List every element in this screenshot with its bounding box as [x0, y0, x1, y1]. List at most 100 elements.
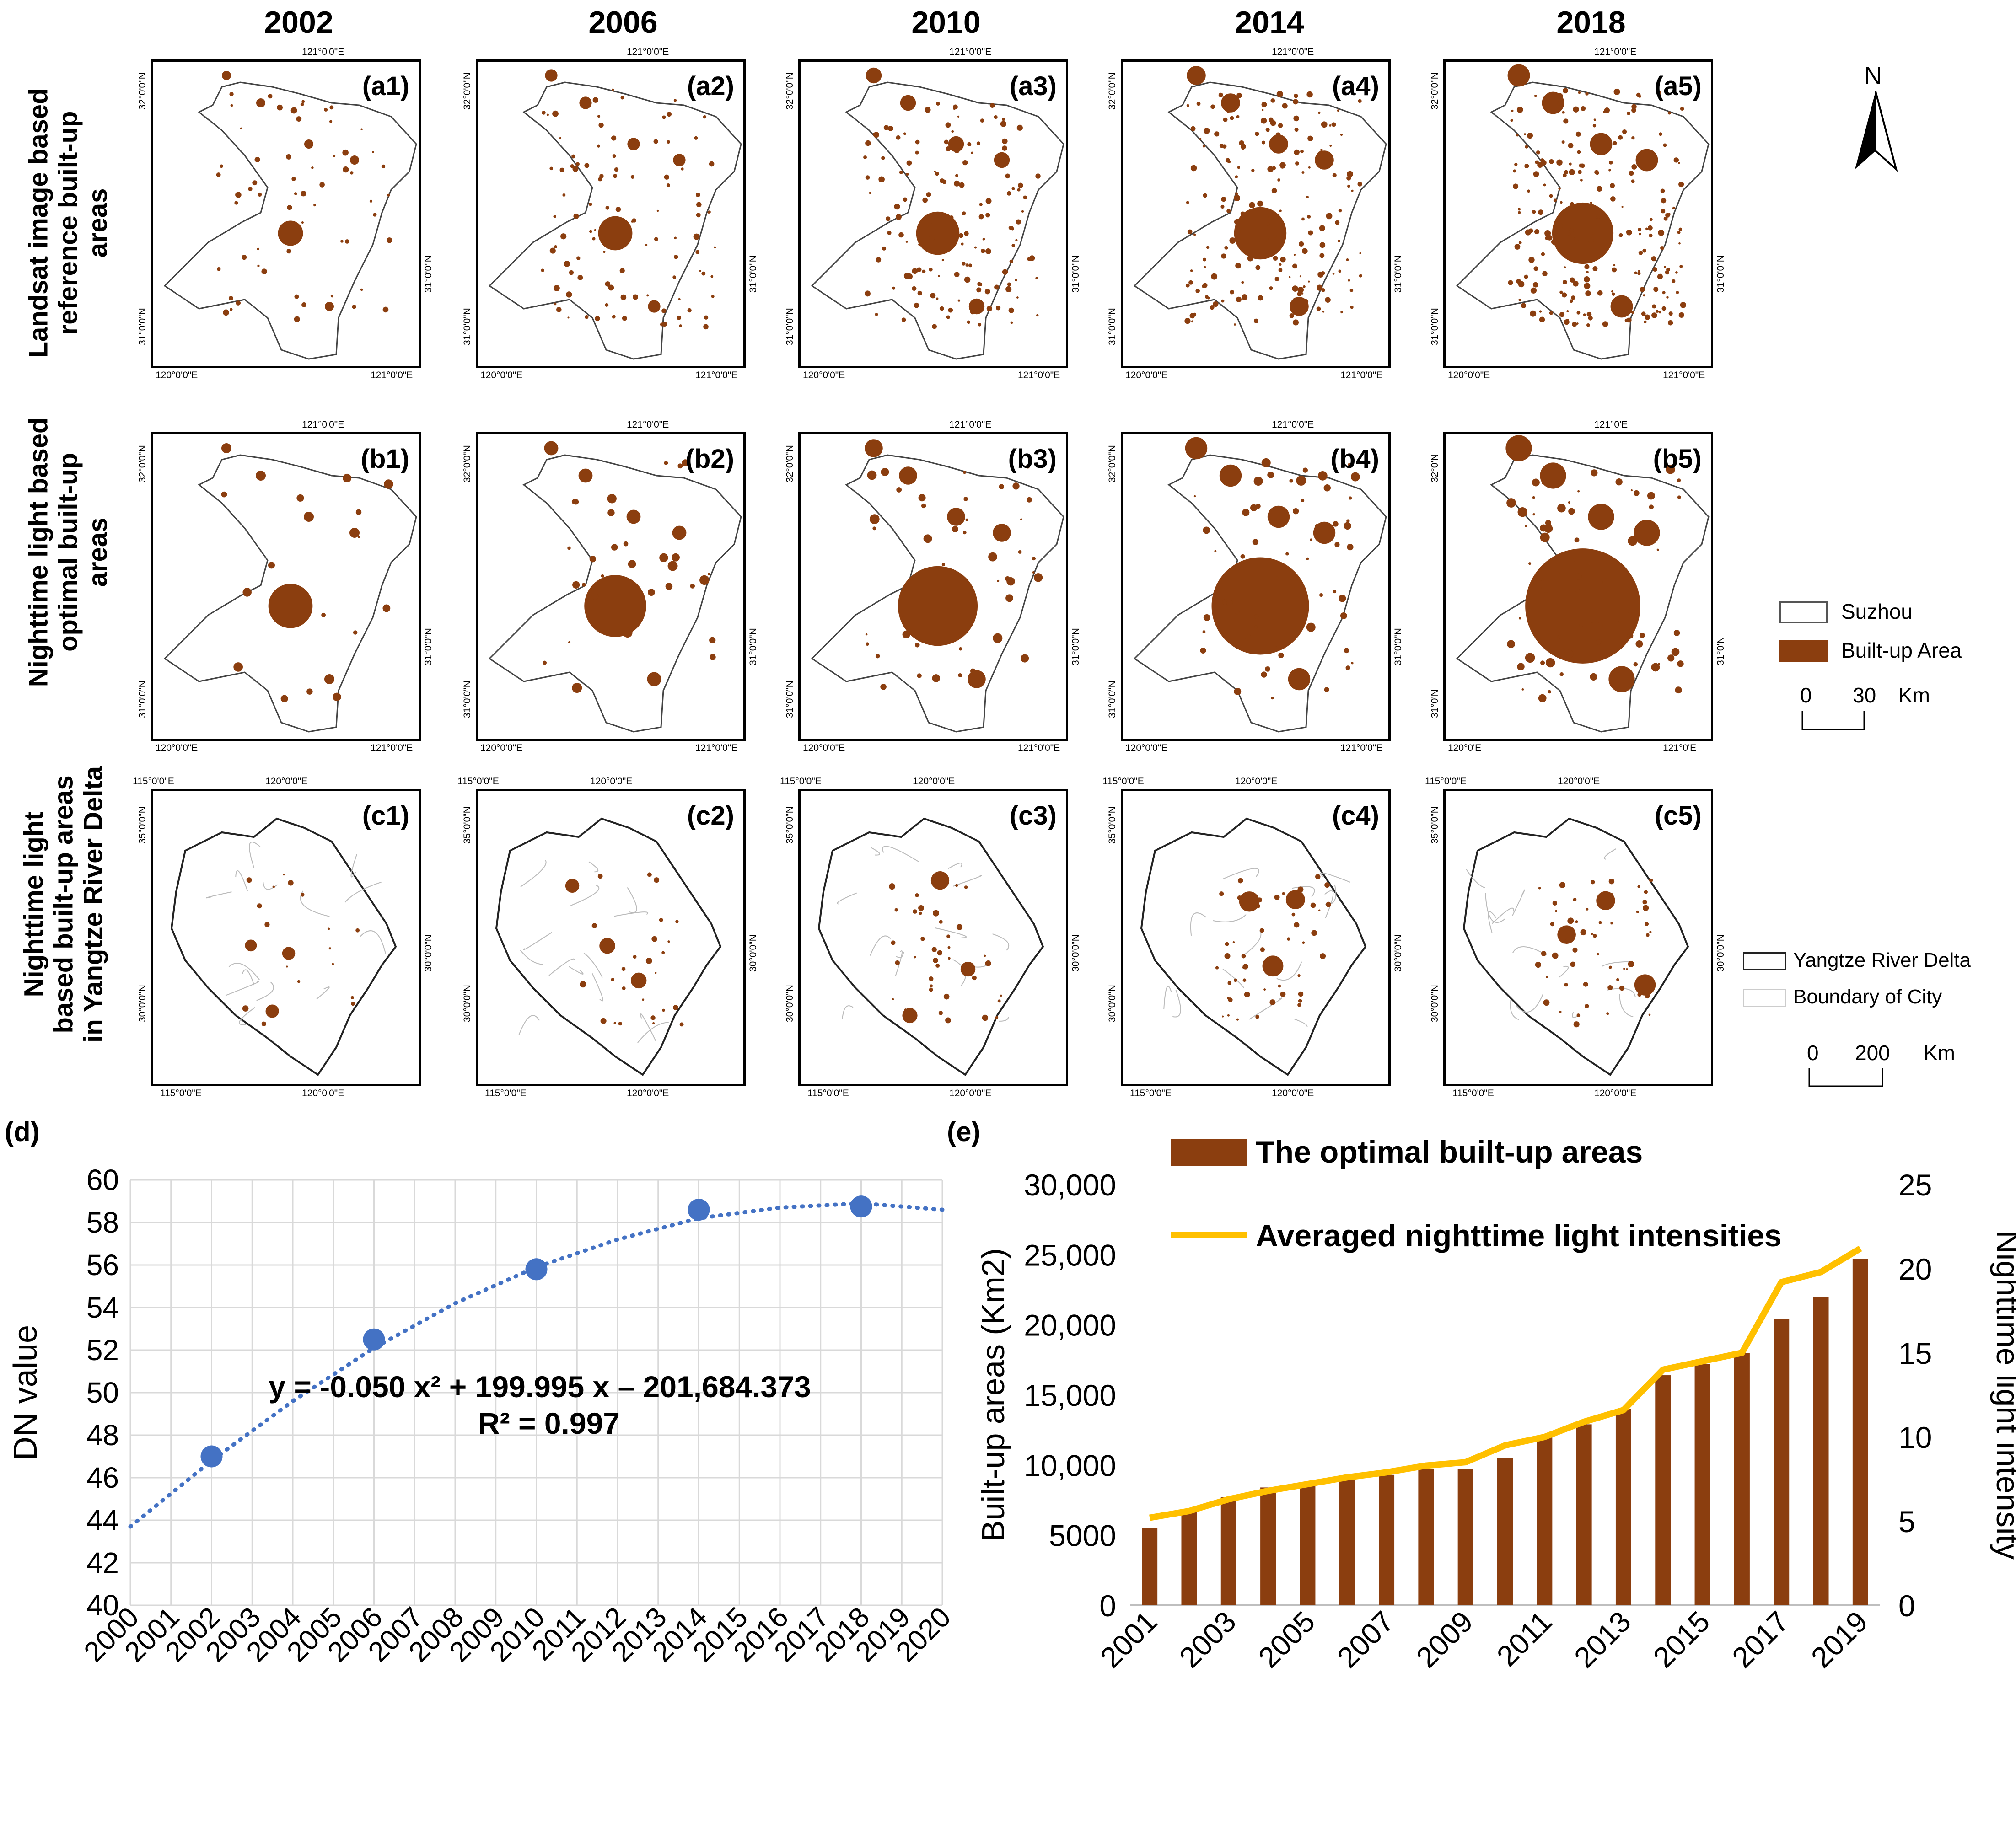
builtup-patch	[957, 115, 960, 118]
builtup-patch	[552, 110, 559, 117]
tick-right-lat: 31°0'N	[1715, 637, 1726, 665]
builtup-patch	[1273, 256, 1278, 261]
builtup-patch	[1224, 953, 1231, 959]
builtup-patch	[1205, 295, 1209, 299]
builtup-patch	[673, 99, 677, 102]
builtup-patch	[598, 122, 604, 128]
builtup-patch	[246, 877, 252, 883]
builtup-patch	[1296, 476, 1306, 486]
builtup-patch	[1268, 214, 1274, 220]
builtup-patch	[592, 237, 596, 241]
builtup-patch	[1339, 595, 1346, 602]
builtup-patch	[1265, 128, 1270, 132]
builtup-patch	[1521, 688, 1524, 691]
legend-yrd: Yangtze River Delta Boundary of City 0 2…	[1743, 947, 2016, 1102]
builtup-patch	[216, 267, 221, 271]
builtup-patch	[1200, 648, 1206, 654]
builtup-patch	[1255, 131, 1259, 136]
builtup-patch	[1547, 235, 1553, 241]
builtup-patch	[1323, 484, 1331, 492]
builtup-patch	[1507, 640, 1515, 649]
builtup-patch	[1234, 102, 1236, 105]
panel-label-b1: (b1)	[360, 444, 409, 474]
builtup-patch	[1306, 91, 1313, 98]
x-tick-label: 2019	[1805, 1605, 1874, 1674]
builtup-patch	[650, 1015, 656, 1020]
builtup-patch	[1319, 242, 1326, 248]
y2-tick-label: 5	[1898, 1505, 1915, 1539]
builtup-patch	[1203, 614, 1210, 621]
row-label-b-line1: Nighttime light based	[23, 417, 54, 687]
builtup-patch	[1540, 158, 1544, 162]
builtup-patch	[880, 684, 887, 690]
city-boundary	[837, 892, 857, 905]
builtup-patch	[599, 174, 604, 178]
builtup-patch	[984, 289, 990, 295]
builtup-patch	[1559, 312, 1565, 317]
tick-top-lon-left: 115°0'0"E	[1102, 776, 1144, 787]
city-boundary	[591, 973, 603, 1002]
builtup-patch	[701, 271, 706, 276]
builtup-patch	[1673, 630, 1680, 636]
builtup-patch	[906, 172, 909, 176]
builtup-patch	[1634, 624, 1636, 626]
builtup-patch	[1253, 318, 1259, 323]
panel-label-a5: (a5)	[1654, 71, 1702, 101]
city-boundary	[992, 933, 1010, 951]
builtup-patch	[332, 963, 334, 965]
builtup-patch	[1269, 134, 1288, 154]
builtup-patch	[1583, 313, 1586, 316]
builtup-patch	[1316, 306, 1321, 311]
builtup-patch	[947, 946, 951, 949]
builtup-patch	[938, 1011, 943, 1015]
builtup-patch	[1318, 111, 1321, 114]
row-label-c-line3: in Yangtze River Delta	[78, 766, 108, 1043]
builtup-patch	[301, 100, 305, 103]
builtup-patch	[1516, 107, 1523, 113]
builtup-patch	[559, 137, 562, 139]
builtup-patch	[1275, 132, 1281, 138]
builtup-patch	[1310, 538, 1312, 541]
tick-bottom-lon-left: 115°0'0"E	[1130, 1088, 1172, 1099]
builtup-patch	[932, 910, 939, 917]
builtup-patch	[294, 192, 297, 195]
builtup-patch	[1619, 985, 1625, 991]
tick-left-lat-top: 32°0'0"N	[1430, 72, 1440, 110]
builtup-patch	[940, 178, 945, 183]
builtup-patch	[962, 211, 966, 216]
builtup-patch	[1596, 639, 1602, 645]
builtup-patch	[1633, 490, 1640, 496]
builtup-patch	[926, 225, 929, 228]
builtup-patch	[865, 140, 871, 146]
builtup-patch	[1540, 532, 1550, 542]
bar	[1497, 1458, 1513, 1605]
builtup-patch	[369, 199, 373, 203]
legend-suzhou-scale-0: 0	[1800, 683, 1812, 707]
builtup-patch	[988, 552, 997, 562]
builtup-patch	[1623, 968, 1625, 970]
builtup-patch	[1285, 890, 1305, 910]
builtup-patch	[554, 245, 558, 248]
builtup-patch	[1319, 253, 1325, 258]
builtup-patch	[1642, 900, 1647, 905]
builtup-patch	[647, 872, 652, 877]
city-boundary	[1604, 848, 1617, 860]
builtup-patch	[1537, 162, 1543, 168]
builtup-patch	[1350, 472, 1360, 482]
builtup-patch	[653, 139, 658, 144]
builtup-patch	[345, 239, 349, 244]
builtup-patch	[945, 1017, 951, 1024]
builtup-patch	[1524, 164, 1529, 169]
builtup-patch	[935, 297, 939, 300]
row-label-a-line1: Landsat image based	[23, 88, 54, 358]
builtup-patch	[1011, 187, 1015, 190]
builtup-patch	[1631, 311, 1634, 314]
builtup-patch	[1518, 298, 1521, 301]
panel-label-c3: (c3)	[1009, 801, 1057, 831]
builtup-patch	[1528, 257, 1535, 263]
builtup-patch	[1288, 668, 1311, 691]
builtup-patch	[1645, 542, 1648, 545]
builtup-patch	[1651, 312, 1657, 318]
builtup-patch	[1593, 118, 1596, 121]
builtup-patch	[906, 160, 912, 166]
